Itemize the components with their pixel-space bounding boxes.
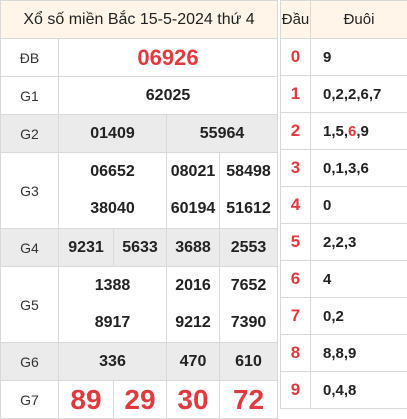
- prize-label: G7: [1, 381, 59, 419]
- prize-row-g1: G1 62025: [1, 77, 278, 115]
- loto-head: 4: [281, 187, 311, 224]
- prize-number: 2016: [167, 267, 220, 305]
- prize-number: 9231: [59, 229, 114, 267]
- prize-label: G1: [1, 77, 59, 115]
- loto-tail-part: 1,5,: [323, 123, 348, 140]
- prize-row-g2: G2 01409 55964: [1, 115, 278, 153]
- prize-row-g5: G5 1388 2016 7652: [1, 267, 278, 305]
- prize-number: 72: [220, 381, 278, 419]
- prize-number: 9212: [167, 305, 220, 343]
- prize-number: 29: [114, 381, 167, 419]
- tail-column-header: Đuôi: [311, 1, 407, 39]
- prize-number: 336: [59, 343, 167, 381]
- page-title: Xổ số miền Bắc 15-5-2024 thứ 4: [1, 1, 278, 39]
- prize-number: 38040: [59, 191, 167, 229]
- loto-head: 2: [281, 113, 311, 150]
- prize-number: 7390: [220, 305, 278, 343]
- prize-label: G5: [1, 267, 59, 343]
- prize-label: G2: [1, 115, 59, 153]
- prize-number: 30: [167, 381, 220, 419]
- loto-row: 5 2,2,3: [281, 224, 407, 261]
- loto-row: 4 0: [281, 187, 407, 224]
- loto-tail: 2,2,3: [311, 224, 407, 261]
- loto-row: 6 4: [281, 261, 407, 298]
- loto-head: 5: [281, 224, 311, 261]
- prize-number: 1388: [59, 267, 167, 305]
- loto-tail: 0,1,3,6: [311, 150, 407, 187]
- prize-row-g3: G3 06652 08021 58498: [1, 153, 278, 191]
- loto-tail: 0,2: [311, 298, 407, 335]
- prize-label: ĐB: [1, 39, 59, 77]
- loto-row: 7 0,2: [281, 298, 407, 335]
- prize-row-g6: G6 336 470 610: [1, 343, 278, 381]
- special-prize-number: 06926: [59, 39, 278, 77]
- prize-number: 470: [167, 343, 220, 381]
- loto-row: 3 0,1,3,6: [281, 150, 407, 187]
- prize-label: G3: [1, 153, 59, 229]
- prize-number: 8917: [59, 305, 167, 343]
- loto-tail: 0,4,8: [311, 372, 407, 409]
- loto-head: 3: [281, 150, 311, 187]
- prize-number: 3688: [167, 229, 220, 267]
- loto-tail: 0: [311, 187, 407, 224]
- loto-head: 6: [281, 261, 311, 298]
- loto-head: 1: [281, 76, 311, 113]
- loto-tail: 4: [311, 261, 407, 298]
- loto-tail: 0,2,2,6,7: [311, 76, 407, 113]
- prize-number: 2553: [220, 229, 278, 267]
- head-column-header: Đầu: [281, 1, 311, 39]
- prize-number: 60194: [167, 191, 220, 229]
- prize-number: 62025: [59, 77, 278, 115]
- loto-tail: 8,8,9: [311, 335, 407, 372]
- loto-row: 0 9: [281, 39, 407, 76]
- prize-number: 5633: [114, 229, 167, 267]
- prize-row-g7: G7 89 29 30 72: [1, 381, 278, 419]
- lottery-result-widget: Xổ số miền Bắc 15-5-2024 thứ 4 ĐB 06926 …: [0, 0, 407, 408]
- prize-number: 58498: [220, 153, 278, 191]
- loto-row: 9 0,4,8: [281, 372, 407, 409]
- prize-label: G6: [1, 343, 59, 381]
- loto-tail-part: ,9: [356, 123, 369, 140]
- prize-label: G4: [1, 229, 59, 267]
- loto-tail: 1,5,6,9: [311, 113, 407, 150]
- loto-row: 2 1,5,6,9: [281, 113, 407, 150]
- prize-number: 7652: [220, 267, 278, 305]
- prize-number: 06652: [59, 153, 167, 191]
- prize-number: 55964: [167, 115, 278, 153]
- results-table: Xổ số miền Bắc 15-5-2024 thứ 4 ĐB 06926 …: [0, 0, 278, 419]
- prize-row-g4: G4 9231 5633 3688 2553: [1, 229, 278, 267]
- prize-row-db: ĐB 06926: [1, 39, 278, 77]
- loto-head: 8: [281, 335, 311, 372]
- loto-row: 1 0,2,2,6,7: [281, 76, 407, 113]
- prize-number: 610: [220, 343, 278, 381]
- prize-number: 51612: [220, 191, 278, 229]
- loto-row: 8 8,8,9: [281, 335, 407, 372]
- prize-number: 89: [59, 381, 114, 419]
- loto-head-tail-table: Đầu Đuôi 0 9 1 0,2,2,6,7 2 1,5,6,9 3 0,1…: [280, 0, 407, 409]
- loto-head: 0: [281, 39, 311, 76]
- loto-head: 9: [281, 372, 311, 409]
- loto-tail: 9: [311, 39, 407, 76]
- loto-head: 7: [281, 298, 311, 335]
- prize-number: 08021: [167, 153, 220, 191]
- prize-number: 01409: [59, 115, 167, 153]
